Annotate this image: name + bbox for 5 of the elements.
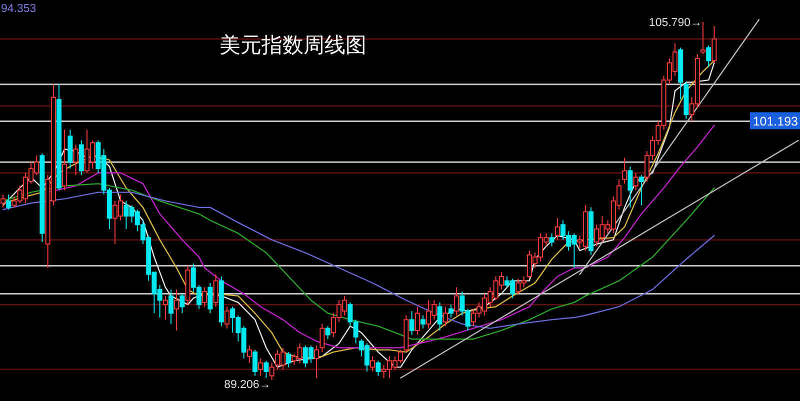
annotation: 105.790→	[648, 17, 702, 29]
ref-line-label: 101.193	[752, 114, 798, 129]
text: 美元指数周线图	[220, 34, 366, 57]
annotation: 89.206→	[224, 379, 271, 391]
text: 94.353	[1, 3, 36, 15]
